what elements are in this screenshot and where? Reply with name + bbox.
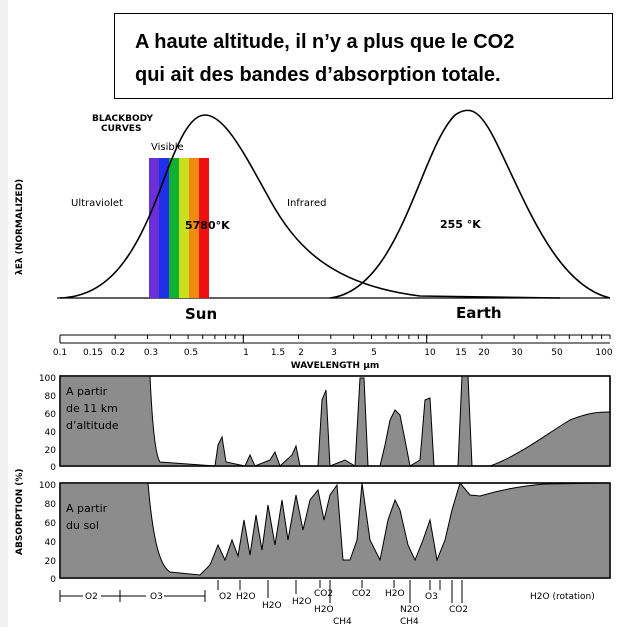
panel1-label: A partir de 11 km d’altitude [66, 385, 119, 432]
p2-ytick-60: 60 [45, 519, 57, 529]
callout-line-1: A haute altitude, il n’y a plus que le C… [135, 31, 515, 53]
molecule-o3-b: O3 [425, 592, 438, 602]
molecule-marker-lines [217, 580, 463, 603]
panel1-absorption-area [59, 375, 611, 467]
wavelength-axis: 0.1 0.15 0.2 0.3 0.5 1 1.5 2 3 5 10 15 2… [53, 334, 613, 371]
molecule-ch4-a: CH4 [333, 617, 352, 627]
wl-tick-0.1: 0.1 [53, 348, 67, 358]
infrared-label: Infrared [287, 198, 326, 209]
p2-ytick-0: 0 [50, 575, 56, 585]
spectrum-band-yellow [179, 158, 189, 298]
wavelength-axis-label: WAVELENGTH μm [291, 361, 379, 371]
panel2-label: A partir du sol [66, 502, 108, 532]
wl-tick-15: 15 [455, 348, 466, 358]
earth-label: Earth [456, 304, 502, 322]
panel2-frame-outline [59, 482, 611, 579]
spectrum-band-red [199, 158, 209, 298]
wl-tick-20: 20 [478, 348, 490, 358]
wl-tick-2: 2 [298, 348, 304, 358]
panel1-label-line-2: de 11 km [66, 402, 118, 415]
absorption-panel-ground: A partir du sol 100 80 60 40 20 0 [39, 481, 611, 585]
spectrum-band-orange [189, 158, 199, 298]
wl-tick-0.2: 0.2 [111, 348, 125, 358]
panel2-label-line-2: du sol [66, 519, 99, 532]
molecule-n2o: N2O [400, 605, 420, 615]
wavelength-tick-labels: 0.1 0.15 0.2 0.3 0.5 1 1.5 2 3 5 10 15 2… [53, 348, 613, 358]
p1-ytick-80: 80 [45, 392, 57, 402]
wl-tick-0.15: 0.15 [83, 348, 103, 358]
panel2-absorption-area [59, 481, 611, 579]
o2-label-bg [83, 590, 101, 602]
molecule-h2o-e: H2O [385, 589, 405, 599]
panel1-label-line-3: d’altitude [66, 419, 119, 432]
molecule-h2o-a: H2O [236, 592, 256, 602]
panel1-frame-outline [59, 375, 611, 467]
molecule-co2-b: CO2 [352, 589, 371, 599]
blackbody-title-1: BLACKBODY [92, 114, 153, 124]
molecule-h2o-c: H2O [292, 597, 312, 607]
blackbody-title-2: CURVES [101, 124, 141, 134]
spectrum-band-blue [159, 158, 169, 298]
absorption-y-label: ABSORPTION (%) [15, 468, 25, 555]
molecule-ch4-b: CH4 [400, 617, 419, 627]
left-edge-bar [0, 0, 8, 627]
p2-ytick-20: 20 [45, 557, 57, 567]
p1-ytick-40: 40 [45, 428, 57, 438]
callout-line-2: qui ait des bandes d’absorption totale. [135, 64, 501, 86]
wl-tick-0.3: 0.3 [144, 348, 158, 358]
panel2-label-line-1: A partir [66, 502, 108, 515]
panel1-y-ticks: 100 80 60 40 20 0 [39, 374, 56, 473]
blackbody-y-label: λEλ (NORMALIZED) [15, 179, 25, 275]
molecule-o2-a: O2 [85, 592, 98, 602]
visible-spectrum [149, 158, 209, 298]
molecule-labels: O2 O3 O2 H2O H2O H2O CO2 H2O CH4 CO2 H2O… [59, 580, 595, 627]
absorption-panel-high-altitude: A partir de 11 km d’altitude 100 80 60 4… [39, 374, 611, 473]
spectrum-band-violet [149, 158, 159, 298]
sun-label: Sun [185, 305, 217, 323]
molecule-o2-b: O2 [219, 592, 232, 602]
p1-ytick-20: 20 [45, 446, 57, 456]
wl-tick-30: 30 [511, 348, 523, 358]
wl-tick-5: 5 [371, 348, 377, 358]
molecule-h2o-rotation: H2O (rotation) [530, 592, 595, 602]
wl-tick-50: 50 [551, 348, 563, 358]
p1-ytick-0: 0 [50, 463, 56, 473]
p1-ytick-100: 100 [39, 374, 56, 384]
wl-tick-10: 10 [424, 348, 436, 358]
sun-temperature: 5780°K [185, 219, 230, 232]
panel1-label-line-1: A partir [66, 385, 108, 398]
p2-ytick-80: 80 [45, 500, 57, 510]
panel2-y-ticks: 100 80 60 40 20 0 [39, 481, 56, 585]
molecule-h2o-b: H2O [262, 601, 282, 611]
spectrum-band-green [169, 158, 179, 298]
earth-temperature: 255 °K [440, 218, 481, 231]
molecule-co2-a: CO2 [314, 589, 333, 599]
molecule-co2-c: CO2 [449, 605, 468, 615]
molecule-o3-a: O3 [150, 592, 163, 602]
wl-tick-100: 100 [595, 348, 612, 358]
p2-ytick-40: 40 [45, 538, 57, 548]
wl-tick-1.5: 1.5 [271, 348, 285, 358]
p2-ytick-100: 100 [39, 481, 56, 491]
molecule-h2o-d: H2O [314, 605, 334, 615]
ultraviolet-label: Ultraviolet [71, 198, 123, 209]
sun-curve [59, 114, 561, 299]
blackbody-panel: BLACKBODY CURVES λEλ (NORMALIZED) Visibl… [15, 109, 611, 323]
p1-ytick-60: 60 [45, 410, 57, 420]
o3-label-bg [146, 590, 164, 602]
visible-label: Visible [151, 142, 184, 153]
wl-tick-0.5: 0.5 [184, 348, 198, 358]
wl-tick-1: 1 [243, 348, 249, 358]
wl-tick-3: 3 [331, 348, 337, 358]
earth-curve [329, 109, 611, 299]
callout-box: A haute altitude, il n’y a plus que le C… [114, 13, 613, 99]
wavelength-minor-ticks [59, 335, 611, 343]
